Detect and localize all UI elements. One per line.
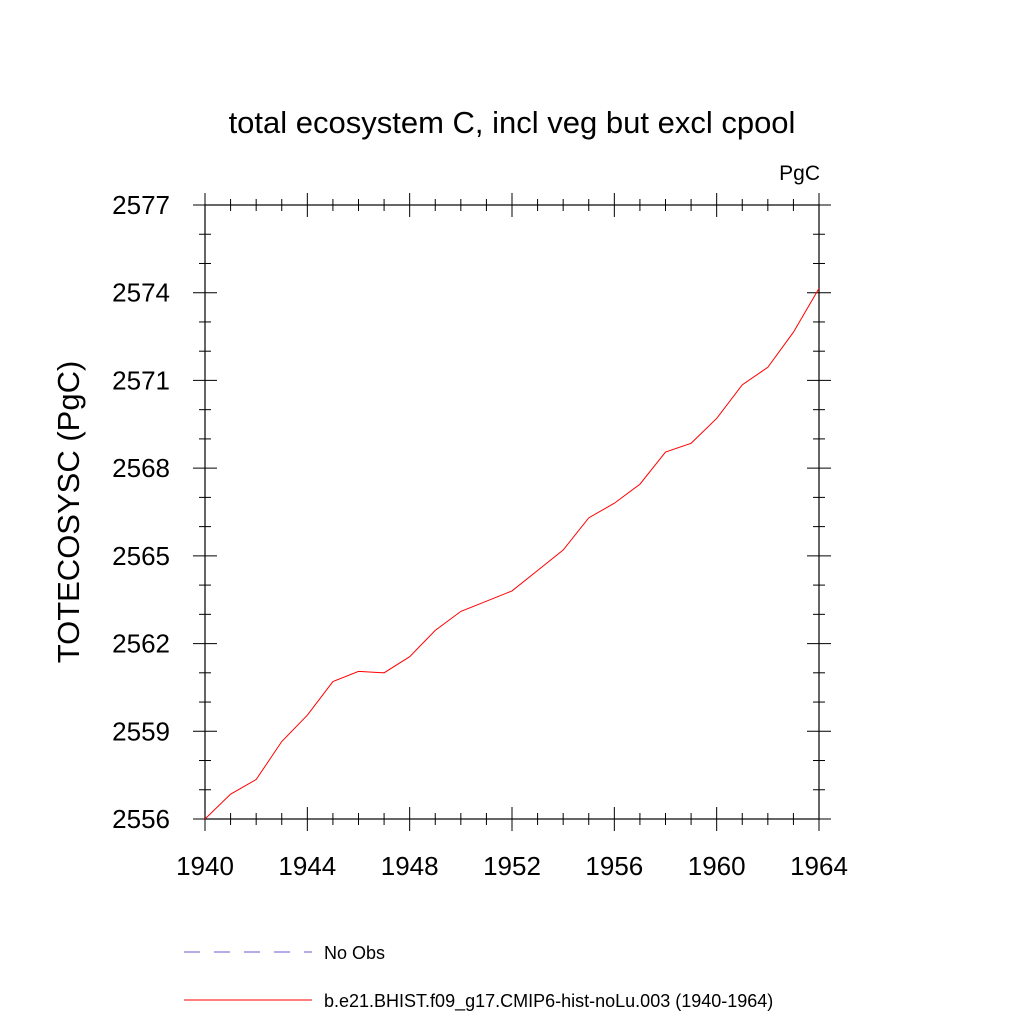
y-tick-label: 2574 bbox=[112, 278, 170, 308]
x-tick-label: 1956 bbox=[585, 851, 643, 881]
y-tick-label: 2556 bbox=[112, 804, 170, 834]
y-axis-label: TOTECOSYSC (PgC) bbox=[51, 361, 86, 664]
legend: No Obs b.e21.BHIST.f09_g17.CMIP6-hist-noL… bbox=[184, 943, 773, 1012]
chart-title: total ecosystem C, incl veg but excl cpo… bbox=[229, 105, 796, 140]
series-layer bbox=[204, 288, 820, 820]
y-tick-label: 2562 bbox=[112, 629, 170, 659]
plot-frame bbox=[204, 204, 820, 820]
x-tick-label: 1944 bbox=[278, 851, 336, 881]
x-tick-label: 1960 bbox=[688, 851, 746, 881]
x-tick-label: 1948 bbox=[381, 851, 439, 881]
axis-ticks bbox=[193, 193, 831, 831]
x-tick-label: 1964 bbox=[790, 851, 848, 881]
y-tick-label: 2565 bbox=[112, 541, 170, 571]
x-tick-label: 1940 bbox=[176, 851, 234, 881]
units-label: PgC bbox=[779, 162, 820, 185]
y-tick-label: 2568 bbox=[112, 453, 170, 483]
axis-tick-labels: 2556 2559 2562 2565 2568 2571 2574 2577 1940 1944… bbox=[112, 190, 848, 881]
y-tick-label: 2559 bbox=[112, 716, 170, 746]
y-tick-label: 2577 bbox=[112, 190, 170, 220]
legend-label: b.e21.BHIST.f09_g17.CMIP6-hist-noLu.003 … bbox=[324, 991, 773, 1012]
x-tick-label: 1952 bbox=[483, 851, 541, 881]
legend-label: No Obs bbox=[324, 943, 385, 963]
y-tick-label: 2571 bbox=[112, 365, 170, 395]
series-line bbox=[204, 288, 820, 820]
